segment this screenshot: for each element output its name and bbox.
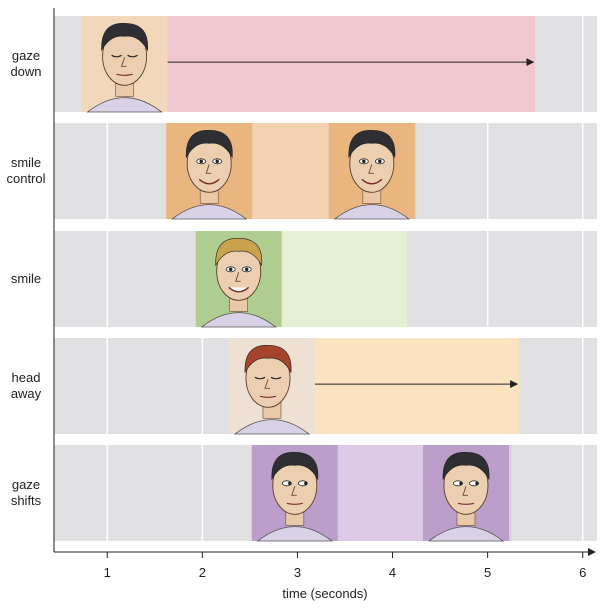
row-label: smile bbox=[0, 271, 52, 287]
row-label-line: head bbox=[11, 370, 41, 385]
face-smile-icon bbox=[195, 231, 282, 328]
x-tick-label: 4 bbox=[388, 565, 397, 580]
face-smile-control-icon bbox=[328, 123, 415, 220]
face-gaze-shifts-icon bbox=[422, 445, 509, 542]
row-label: smile control bbox=[0, 155, 52, 187]
x-tick-label: 1 bbox=[103, 565, 111, 580]
x-tick-label: 3 bbox=[293, 565, 302, 580]
row-label: head away bbox=[0, 370, 52, 402]
row-label-line: away bbox=[10, 386, 42, 401]
row-label-line: gaze bbox=[11, 48, 41, 63]
x-tick-label: 6 bbox=[579, 565, 587, 580]
face-gaze-down-icon bbox=[81, 16, 168, 113]
row-label-line: smile bbox=[10, 155, 42, 170]
row-label-line: smile bbox=[10, 271, 42, 286]
row-label-line: gaze bbox=[11, 477, 41, 492]
face-gaze-shifts-icon bbox=[251, 445, 338, 542]
x-tick-label: 2 bbox=[198, 565, 206, 580]
row-label: gaze down bbox=[0, 48, 52, 80]
row-label-line: down bbox=[10, 64, 42, 79]
x-axis-title: time (seconds) bbox=[282, 586, 368, 601]
row-label-line: shifts bbox=[10, 493, 42, 508]
face-head-away-icon bbox=[228, 338, 315, 435]
face-smile-control-icon bbox=[166, 123, 253, 220]
x-tick-label: 5 bbox=[484, 565, 492, 580]
row-label: gaze shifts bbox=[0, 477, 52, 509]
row-label-line: control bbox=[6, 171, 46, 186]
